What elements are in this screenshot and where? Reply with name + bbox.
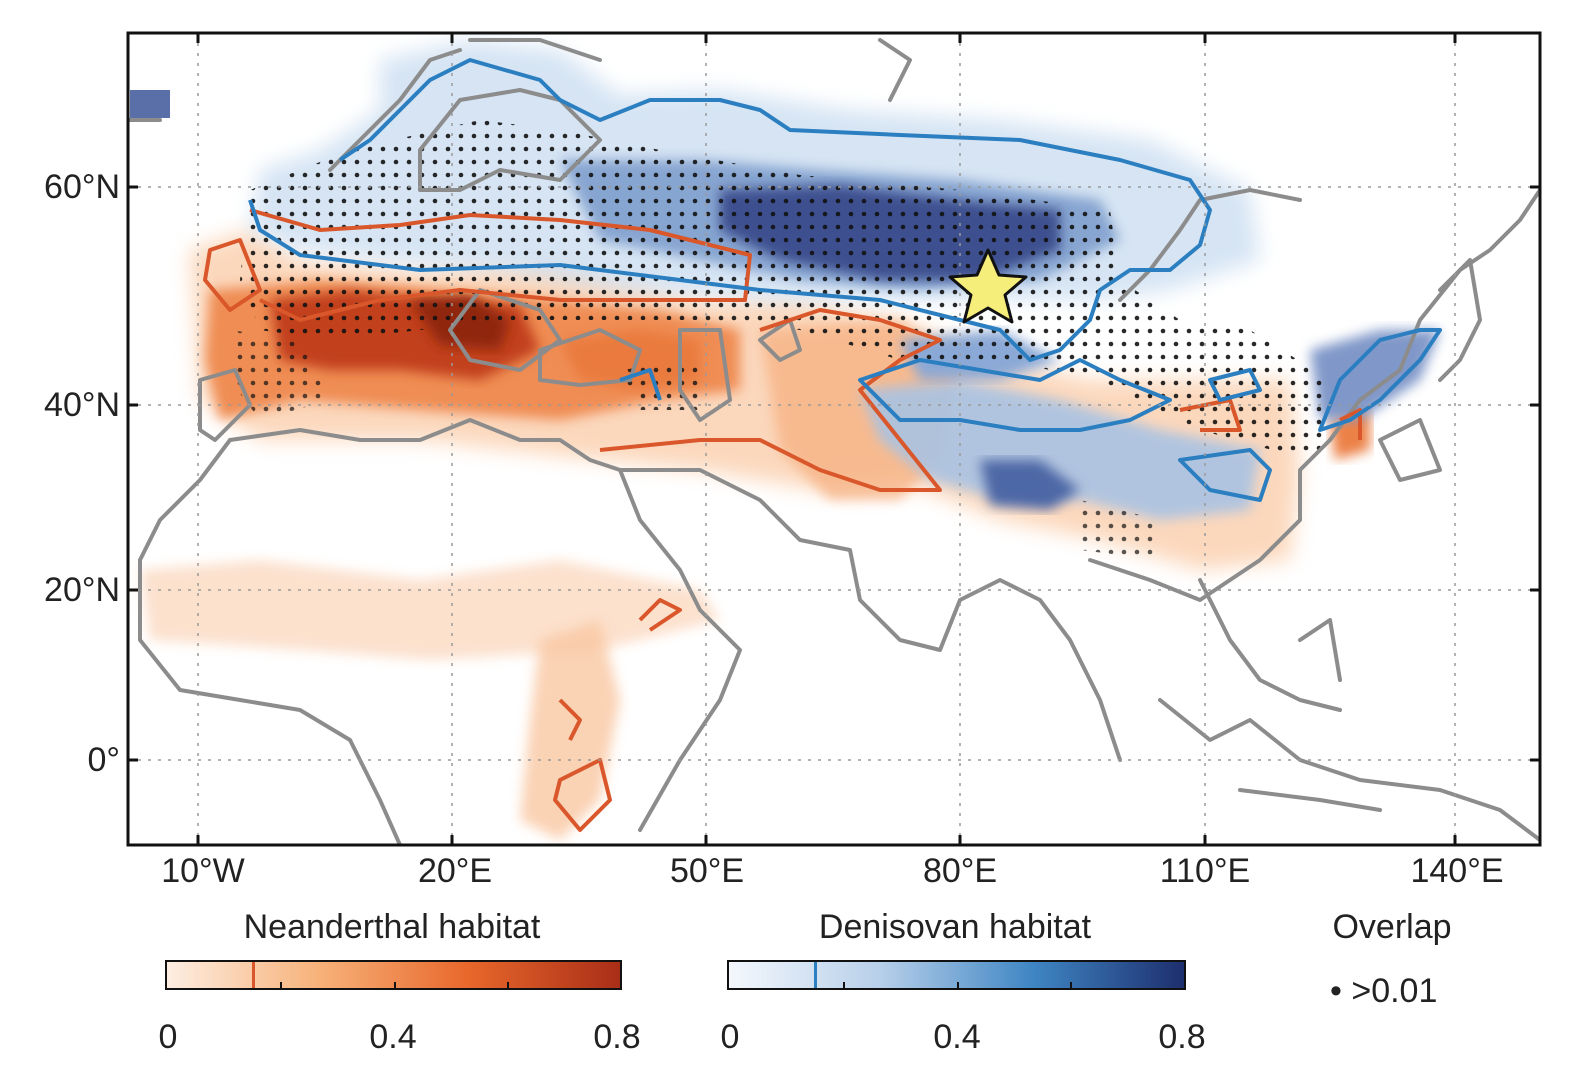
lon-label-80e: 80°E xyxy=(922,852,998,890)
colorbar-tick xyxy=(842,982,845,988)
lon-label-140e: 140°E xyxy=(1410,852,1504,890)
lon-label-110e: 110°E xyxy=(1159,852,1251,890)
colorbar-tick xyxy=(956,982,959,988)
lon-label-20e: 20°E xyxy=(417,852,493,890)
colorbar-tick xyxy=(393,982,396,988)
neanderthal-colorbar xyxy=(165,960,622,990)
lat-label-equator: 0° xyxy=(87,741,120,779)
neanderthal-threshold-marker xyxy=(251,962,255,988)
lon-label-50e: 50°E xyxy=(669,852,745,890)
denisovan-contours xyxy=(248,58,1442,502)
lon-label-10w: 10°W xyxy=(161,852,245,890)
lat-label-60n: 60°N xyxy=(44,168,120,206)
axis-ticks xyxy=(128,33,1540,845)
lat-label-40n: 40°N xyxy=(44,386,120,424)
neanderthal-contours xyxy=(203,208,1362,832)
neanderthal-tick-04: 0.4 xyxy=(369,1018,417,1056)
denisovan-legend-title: Denisovan habitat xyxy=(818,908,1092,946)
neanderthal-legend-title: Neanderthal habitat xyxy=(243,908,541,946)
lat-label-20n: 20°N xyxy=(44,571,120,609)
denisovan-tick-0: 0 xyxy=(720,1018,740,1056)
overlap-legend-title: Overlap xyxy=(1332,908,1452,946)
neanderthal-tick-08: 0.8 xyxy=(593,1018,641,1056)
overlap-legend-item: • >0.01 xyxy=(1330,972,1438,1010)
star-marker xyxy=(948,248,1028,324)
denisovan-colorbar xyxy=(727,960,1186,990)
denisovan-tick-08: 0.8 xyxy=(1158,1018,1206,1056)
colorbar-tick xyxy=(1070,982,1073,988)
denisovan-tick-04: 0.4 xyxy=(933,1018,981,1056)
colorbar-tick xyxy=(506,982,509,988)
denisovan-threshold-marker xyxy=(814,962,818,988)
neanderthal-tick-0: 0 xyxy=(158,1018,178,1056)
colorbar-tick xyxy=(280,982,283,988)
map-frame xyxy=(126,31,1542,847)
